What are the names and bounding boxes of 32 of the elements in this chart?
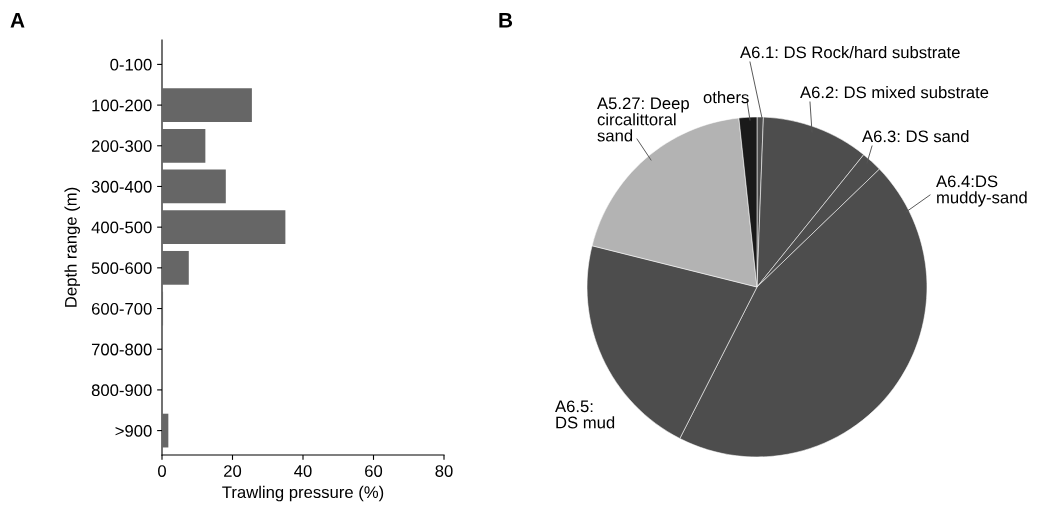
chart-title: B	[499, 13, 513, 28]
y-tick-label: 700-800	[91, 343, 152, 356]
y-tick-label: 100-200	[92, 99, 152, 112]
bar	[162, 250, 189, 285]
y-tick-label: >900	[115, 424, 152, 437]
x-tick-label: 20	[224, 465, 242, 477]
slice-label: A5.27: Deep circalittoral sand	[597, 97, 689, 142]
x-axis-title: Trawling pressure (%)	[222, 485, 384, 502]
y-tick-label: 300-400	[91, 180, 152, 193]
slice-label: A6.3: DS sand	[862, 130, 969, 143]
bar	[162, 413, 169, 448]
x-tick-label: 0	[158, 465, 166, 477]
bar	[162, 128, 206, 163]
x-tick-label: 40	[294, 465, 312, 477]
y-tick-label: 200-300	[91, 140, 152, 152]
x-tick-label: 80	[435, 465, 453, 477]
bar	[162, 169, 226, 204]
y-tick-label: 0-100	[110, 58, 152, 71]
y-tick-label: 800-900	[91, 384, 152, 397]
y-axis-title: Depth range (m)	[64, 187, 81, 307]
y-tick-label: 400-500	[91, 221, 152, 234]
slice-label: A6.1: DS Rock/hard substrate	[740, 46, 960, 59]
y-tick-label: 600-700	[91, 302, 152, 315]
chart-title: A	[10, 13, 25, 28]
y-tick-label: 500-600	[91, 262, 152, 275]
slice-label: A6.2: DS mixed substrate	[800, 86, 989, 99]
slice-label: A6.4:DS muddy-sand	[936, 175, 1027, 207]
bar	[162, 88, 252, 122]
x-tick-label: 60	[365, 465, 383, 477]
slice-label: A6.5: DS mud	[555, 400, 615, 429]
bar	[162, 210, 286, 245]
slice-label: others	[703, 91, 749, 104]
